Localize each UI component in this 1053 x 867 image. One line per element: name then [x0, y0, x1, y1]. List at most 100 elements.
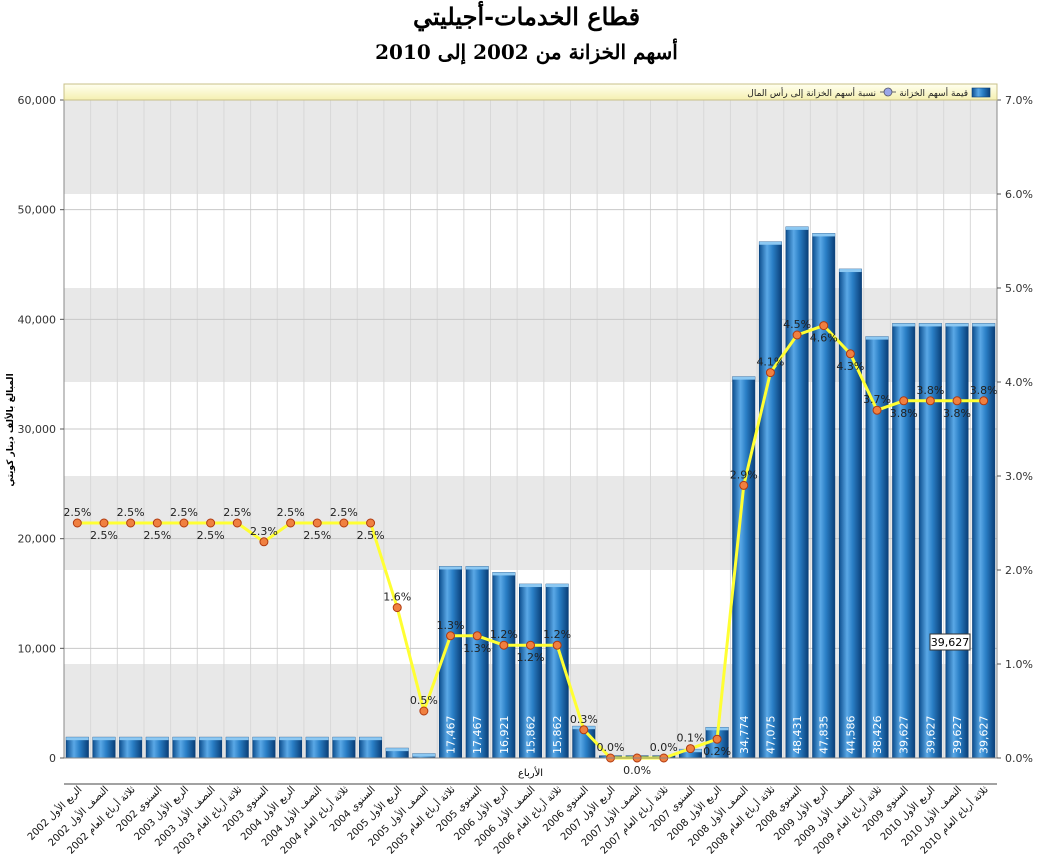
- bar[interactable]: [785, 226, 809, 759]
- bar[interactable]: [199, 736, 223, 759]
- ratio-point[interactable]: [99, 518, 109, 528]
- bar-value-label: 48,431: [791, 716, 804, 755]
- ratio-point[interactable]: [259, 537, 269, 547]
- bar-cap: [226, 737, 249, 741]
- y2-tick-label: 5.0%: [1005, 282, 1033, 295]
- ratio-point[interactable]: [739, 480, 749, 490]
- ratio-value-label: 0.5%: [410, 694, 438, 707]
- ratio-point[interactable]: [925, 396, 935, 406]
- bar[interactable]: [92, 736, 116, 759]
- ratio-point[interactable]: [712, 734, 722, 744]
- ratio-point[interactable]: [819, 321, 829, 331]
- ratio-value-label: 0.0%: [650, 741, 678, 754]
- bar[interactable]: [279, 736, 303, 759]
- chart-subtitle: أسهم الخزانة من 2002 إلى 2010: [375, 40, 678, 64]
- ratio-point[interactable]: [366, 518, 376, 528]
- ratio-point[interactable]: [419, 706, 429, 716]
- bar[interactable]: [758, 241, 782, 759]
- ratio-point[interactable]: [979, 396, 989, 406]
- ratio-value-label: 2.5%: [303, 529, 331, 542]
- bar-cap: [465, 566, 489, 570]
- bar-cap: [865, 336, 889, 340]
- y-tick-label: 20,000: [18, 533, 57, 546]
- bar[interactable]: [838, 268, 862, 759]
- bar-cap: [412, 753, 436, 757]
- bar[interactable]: [119, 736, 143, 759]
- y2-tick-label: 6.0%: [1005, 188, 1033, 201]
- ratio-point[interactable]: [899, 396, 909, 406]
- ratio-value-label: 4.6%: [810, 332, 838, 345]
- ratio-value-label: 1.2%: [517, 651, 545, 664]
- bar[interactable]: [225, 736, 249, 759]
- ratio-point[interactable]: [206, 518, 216, 528]
- legend-marker-swatch: [883, 87, 893, 97]
- ratio-value-label: 2.5%: [117, 506, 145, 519]
- bar-cap: [332, 737, 356, 741]
- bar[interactable]: [945, 323, 969, 759]
- y2-tick-label: 2.0%: [1005, 564, 1033, 577]
- ratio-point[interactable]: [392, 603, 402, 613]
- ratio-point[interactable]: [499, 640, 509, 650]
- ratio-point[interactable]: [286, 518, 296, 528]
- bar[interactable]: [332, 736, 356, 759]
- ratio-point[interactable]: [765, 368, 775, 378]
- ratio-value-label: 2.5%: [63, 506, 91, 519]
- bar[interactable]: [65, 736, 89, 759]
- bar[interactable]: [359, 736, 383, 759]
- ratio-point[interactable]: [446, 631, 456, 641]
- bar-cap: [732, 376, 755, 380]
- ratio-point[interactable]: [152, 518, 162, 528]
- ratio-value-label: 2.9%: [730, 468, 758, 481]
- bar[interactable]: [892, 323, 916, 759]
- ratio-point[interactable]: [792, 330, 802, 340]
- ratio-value-label: 0.1%: [676, 732, 704, 745]
- legend-bar-label[interactable]: قيمة أسهم الخزانة: [899, 87, 968, 99]
- bar[interactable]: [172, 736, 196, 759]
- legend-line-label[interactable]: نسبة أسهم الخزانة إلى رأس المال: [747, 87, 876, 99]
- ratio-point[interactable]: [339, 518, 349, 528]
- bar-value-label: 39,627: [898, 716, 911, 755]
- bar-value-label: 47,835: [818, 716, 831, 755]
- y-tick-label: 60,000: [18, 94, 57, 107]
- y-axis-title: المبالغ بالألف دينار كويتي: [4, 373, 16, 486]
- y-tick-label: 0: [49, 752, 56, 765]
- ratio-point[interactable]: [872, 405, 882, 415]
- ratio-point[interactable]: [179, 518, 189, 528]
- bar[interactable]: [812, 233, 836, 759]
- bar-value-label: 17,467: [471, 716, 484, 755]
- ratio-point[interactable]: [312, 518, 322, 528]
- ratio-value-label: 2.5%: [277, 506, 305, 519]
- ratio-value-label: 1.3%: [463, 642, 491, 655]
- bar-value-label: 39,627: [951, 716, 964, 755]
- ratio-value-label: 2.5%: [330, 506, 358, 519]
- bar[interactable]: [145, 736, 169, 759]
- y-tick-label: 40,000: [18, 313, 57, 326]
- ratio-value-label: 1.2%: [543, 628, 571, 641]
- ratio-point[interactable]: [952, 396, 962, 406]
- y-tick-label: 30,000: [18, 423, 57, 436]
- ratio-value-label: 3.8%: [970, 384, 998, 397]
- ratio-value-label: 2.5%: [90, 529, 118, 542]
- y-tick-label: 10,000: [18, 642, 57, 655]
- bar-cap: [92, 737, 116, 741]
- ratio-value-label: 2.5%: [170, 506, 198, 519]
- ratio-point[interactable]: [845, 349, 855, 359]
- bar-cap: [119, 737, 142, 741]
- ratio-point[interactable]: [72, 518, 82, 528]
- x-axis-title: الأرباع: [518, 766, 543, 779]
- ratio-value-label: 3.8%: [890, 407, 918, 420]
- ratio-value-label: 0.3%: [570, 713, 598, 726]
- ratio-point[interactable]: [126, 518, 136, 528]
- y2-tick-label: 4.0%: [1005, 376, 1033, 389]
- ratio-point[interactable]: [685, 744, 695, 754]
- bar[interactable]: [305, 736, 329, 759]
- legend-box: [63, 83, 998, 101]
- ratio-point[interactable]: [472, 631, 482, 641]
- ratio-point[interactable]: [552, 640, 562, 650]
- bar[interactable]: [252, 736, 276, 759]
- ratio-point[interactable]: [526, 640, 535, 650]
- ratio-point[interactable]: [579, 725, 589, 735]
- ratio-value-label: 4.3%: [836, 360, 864, 373]
- ratio-point[interactable]: [232, 518, 242, 528]
